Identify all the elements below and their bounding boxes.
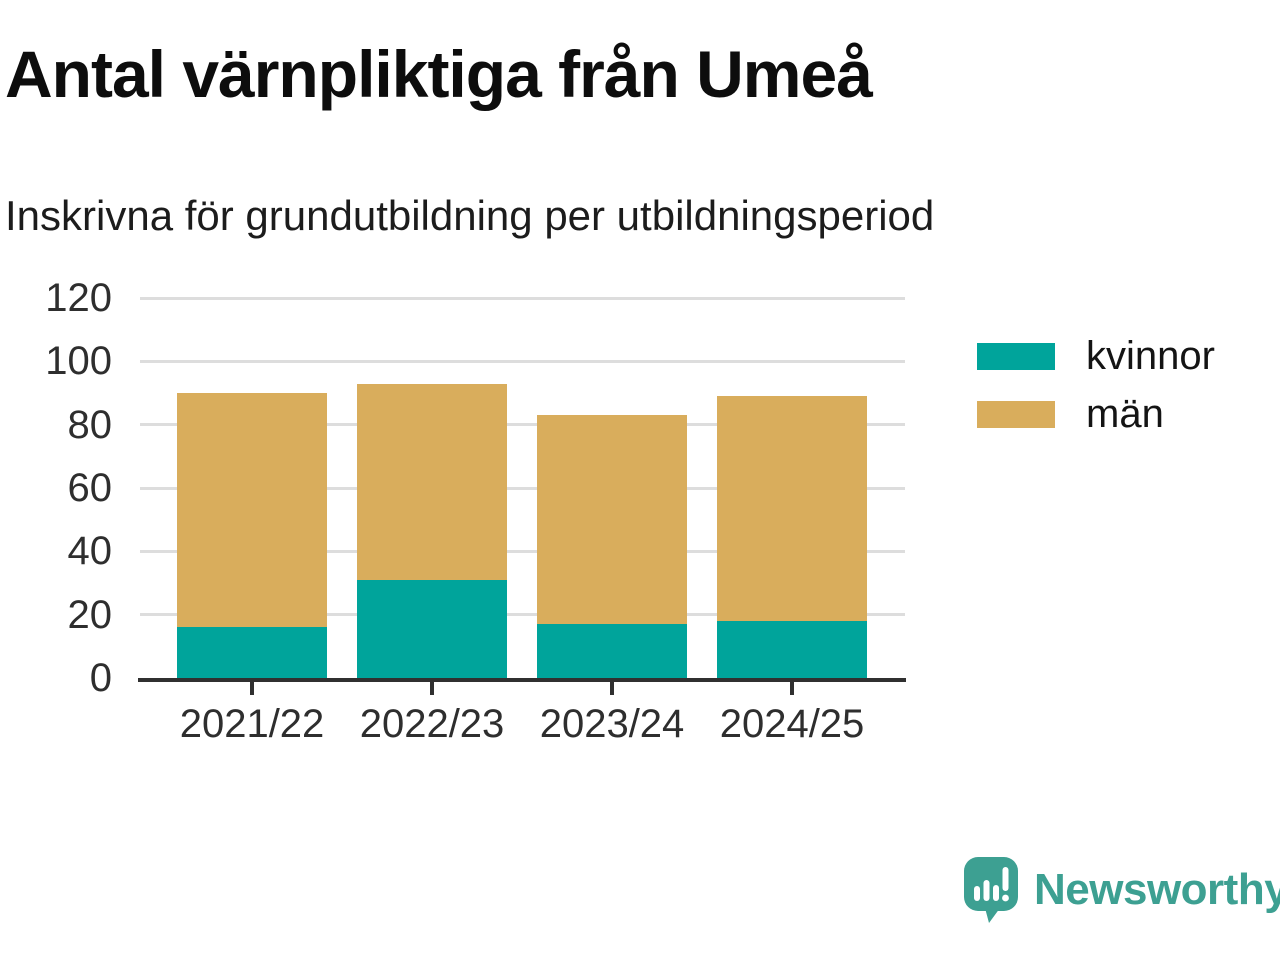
chart-legend: kvinnor män <box>977 332 1215 438</box>
y-axis-label: 120 <box>45 276 112 320</box>
bars-container <box>140 298 905 678</box>
bar-segment-män <box>357 383 507 580</box>
page-title: Antal värnpliktiga från Umeå <box>5 37 873 111</box>
x-axis-label: 2022/23 <box>359 702 505 746</box>
y-axis-label: 60 <box>67 466 113 510</box>
legend-row: män <box>977 390 1215 438</box>
bar-column <box>177 393 327 678</box>
bar-segment-kvinnor <box>357 579 507 678</box>
legend-swatch <box>977 400 1055 428</box>
bar-segment-män <box>537 415 687 625</box>
y-axis-label: 100 <box>45 339 112 384</box>
y-axis-label: 40 <box>67 529 113 574</box>
x-axis-tick <box>790 682 794 695</box>
legend-label: män <box>1086 392 1164 436</box>
x-axis-label: 2021/22 <box>179 702 325 746</box>
gridline <box>140 359 905 363</box>
newsworthy-logo: Newsworthy <box>963 856 1280 924</box>
bar-segment-kvinnor <box>537 624 687 678</box>
x-axis-tick <box>430 682 434 695</box>
legend-label: kvinnor <box>1086 334 1215 378</box>
bar-segment-kvinnor <box>717 621 867 678</box>
y-axis-label: 0 <box>89 656 112 700</box>
y-axis-label: 20 <box>67 592 113 637</box>
bar-segment-män <box>717 396 867 621</box>
bar-segment-män <box>177 393 327 628</box>
newsworthy-logo-text: Newsworthy <box>1034 865 1280 914</box>
y-axis-label: 80 <box>67 402 113 447</box>
x-axis-tick <box>250 682 254 695</box>
gridline <box>140 613 905 617</box>
gridline <box>140 486 905 490</box>
newsworthy-logo-icon <box>964 857 1018 923</box>
x-axis-tick <box>610 682 614 695</box>
gridline <box>140 296 905 300</box>
bar-segment-kvinnor <box>177 627 327 678</box>
legend-row: kvinnor <box>977 332 1215 380</box>
bar-column <box>537 415 687 678</box>
bar-column <box>357 383 507 678</box>
page-subtitle: Inskrivna för grundutbildning per utbild… <box>5 192 935 239</box>
gridline <box>140 549 905 553</box>
legend-swatch <box>977 342 1055 370</box>
x-axis-label: 2024/25 <box>719 702 865 746</box>
gridline <box>140 423 905 427</box>
x-axis-label: 2023/24 <box>539 702 685 746</box>
bar-column <box>717 396 867 678</box>
x-axis-line <box>138 678 906 682</box>
